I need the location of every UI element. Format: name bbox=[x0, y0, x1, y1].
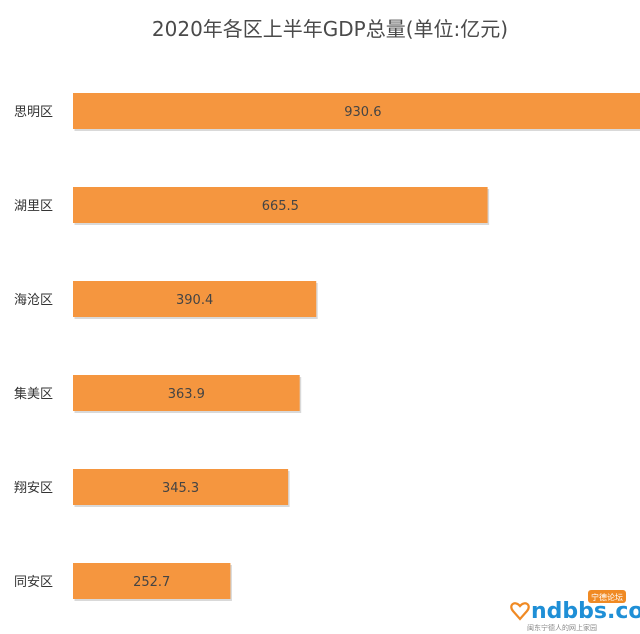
category-label: 同安区 bbox=[14, 575, 53, 590]
category-label: 思明区 bbox=[14, 105, 53, 120]
bar bbox=[73, 281, 317, 317]
value-label: 390.4 bbox=[176, 293, 213, 308]
bar bbox=[73, 93, 640, 129]
bars-group: 思明区 930.6 湖里区 665.5 海沧区 390.4 集美区 363.9 翔安区 345.3… bbox=[14, 93, 640, 601]
value-label: 665.5 bbox=[262, 199, 299, 214]
site-watermark: 宁德论坛 ndbbs.com 闽东宁德人的网上家园 bbox=[510, 590, 640, 632]
bar bbox=[73, 375, 300, 411]
watermark-logo-text: ndbbs.com bbox=[531, 599, 640, 624]
category-label: 翔安区 bbox=[14, 481, 53, 496]
category-label: 集美区 bbox=[14, 386, 53, 402]
value-label: 252.7 bbox=[133, 575, 170, 590]
bar bbox=[73, 563, 231, 599]
value-label: 345.3 bbox=[162, 481, 199, 496]
value-label: 930.6 bbox=[344, 105, 381, 120]
category-label: 海沧区 bbox=[14, 292, 53, 308]
bar bbox=[73, 187, 488, 223]
bar bbox=[73, 469, 289, 505]
watermark-badge-text: 宁德论坛 bbox=[591, 592, 623, 602]
chart-title: 2020年各区上半年GDP总量(单位:亿元) bbox=[152, 17, 508, 41]
category-label: 湖里区 bbox=[14, 199, 53, 214]
value-label: 363.9 bbox=[168, 387, 205, 402]
watermark-tagline: 闽东宁德人的网上家园 bbox=[527, 623, 597, 632]
heart-logo-icon bbox=[510, 602, 530, 621]
watermark-badge bbox=[588, 590, 626, 603]
